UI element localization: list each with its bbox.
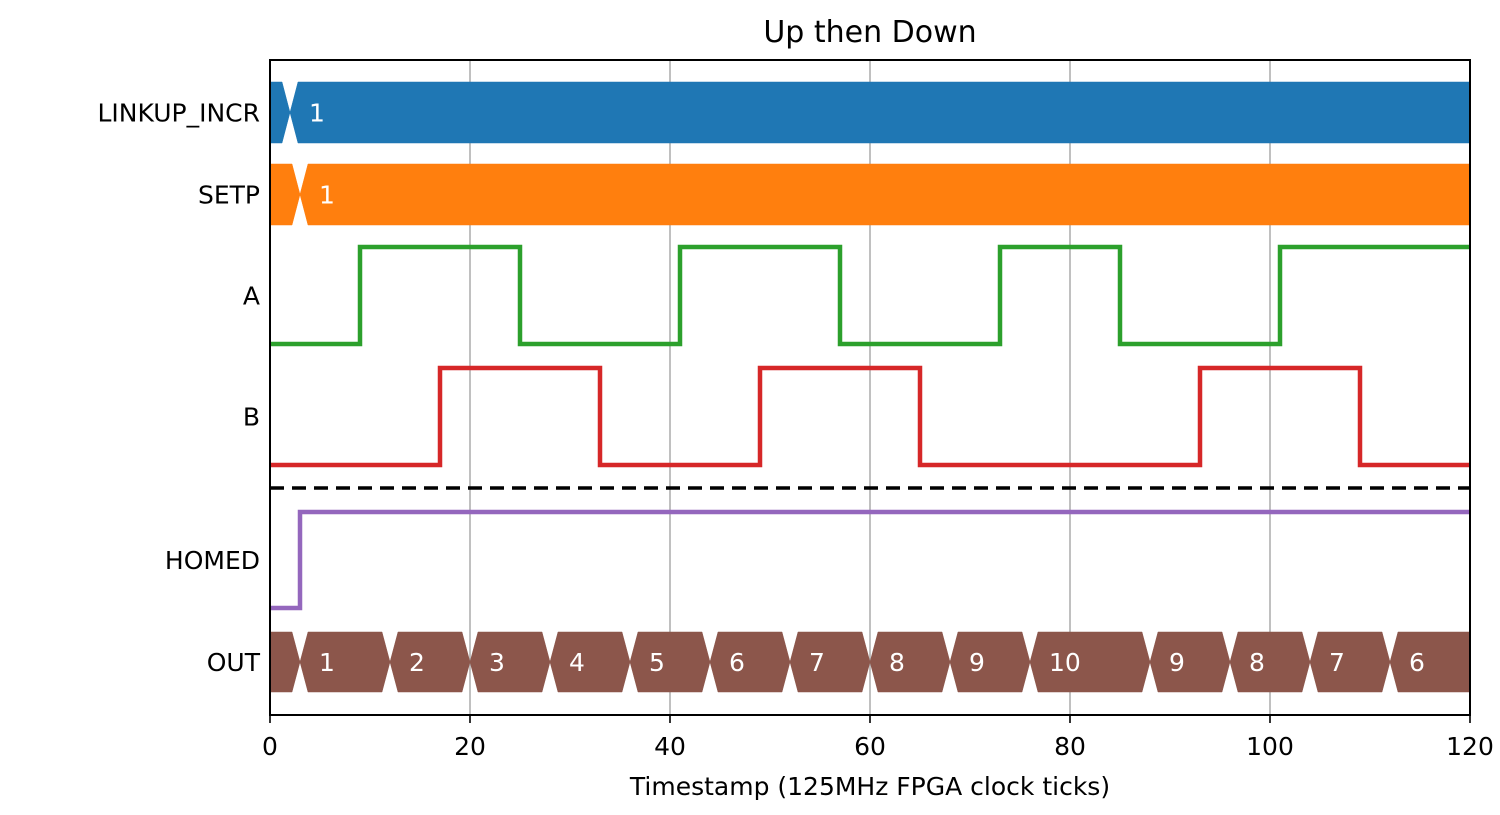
bus-segment: [549, 631, 631, 693]
bus-segment: [709, 631, 791, 693]
x-tick-label: 20: [454, 732, 486, 761]
x-ticks: 0 20 40 60 80 100 120: [262, 715, 1494, 761]
bus-value-label: 3: [489, 648, 505, 677]
bus-value-label: 10: [1049, 648, 1081, 677]
signal-setp: 1: [269, 163, 1471, 226]
bus-value-label: 8: [889, 648, 905, 677]
bus-value-label: 9: [1169, 648, 1185, 677]
x-tick-label: 40: [654, 732, 686, 761]
bus-value-label: 1: [319, 648, 335, 677]
bus-segment: [789, 631, 871, 693]
signal-b: [270, 365, 1470, 468]
bus-value-label: 4: [569, 648, 585, 677]
bus-segment: [949, 631, 1031, 693]
bus-value-label: 9: [969, 648, 985, 677]
bus-segment: [269, 631, 301, 693]
signal-out: 1 2 3 4 5 6 7 8 9 10 9 8 7 6: [269, 631, 1471, 693]
bus-value-label: 6: [729, 648, 745, 677]
chart-title: Up then Down: [763, 15, 976, 50]
bus-segment: [1229, 631, 1311, 693]
signal-traces: 1 1 1 2 3 4 5 6 7 8 9 10 9 8 7 6: [269, 81, 1471, 693]
row-labels: LINKUP_INCR SETP A B HOMED OUT: [98, 99, 261, 678]
bus-segment: [629, 631, 711, 693]
bus-segment: [269, 163, 301, 226]
row-label: HOMED: [165, 546, 260, 575]
x-tick-label: 80: [1054, 732, 1086, 761]
row-label: LINKUP_INCR: [98, 99, 261, 128]
row-label: B: [243, 403, 260, 432]
signal-a: [270, 244, 1470, 347]
bus-segment: [299, 163, 1471, 226]
bus-segment: [1309, 631, 1391, 693]
bus-value-label: 8: [1249, 648, 1265, 677]
bus-value-label: 1: [309, 99, 325, 128]
bus-value-label: 7: [809, 648, 825, 677]
x-tick-label: 0: [262, 732, 278, 761]
bus-value-label: 7: [1329, 648, 1345, 677]
bus-segment: [869, 631, 951, 693]
row-label: A: [243, 282, 260, 311]
bus-value-label: 1: [319, 181, 335, 210]
bus-value-label: 5: [649, 648, 665, 677]
bus-segment: [1029, 631, 1151, 693]
bit-trace: [270, 365, 1470, 468]
bus-segment: [289, 81, 1471, 144]
bus-segment: [389, 631, 471, 693]
bit-trace: [270, 509, 1470, 611]
row-label: OUT: [207, 648, 261, 677]
grid-lines: [469, 60, 1271, 715]
bus-segment: [299, 631, 391, 693]
bus-segment: [1389, 631, 1471, 693]
x-tick-label: 100: [1246, 732, 1294, 761]
x-tick-label: 60: [854, 732, 886, 761]
x-axis-label: Timestamp (125MHz FPGA clock ticks): [629, 772, 1110, 801]
bus-segment: [269, 81, 291, 144]
bus-segment: [469, 631, 551, 693]
x-tick-label: 120: [1446, 732, 1494, 761]
bus-segment: [1149, 631, 1231, 693]
signal-homed: [270, 509, 1470, 611]
row-label: SETP: [198, 181, 260, 210]
bit-trace: [270, 244, 1470, 347]
bus-value-label: 6: [1409, 648, 1425, 677]
signal-linkup_incr: 1: [269, 81, 1471, 144]
bus-value-label: 2: [409, 648, 425, 677]
